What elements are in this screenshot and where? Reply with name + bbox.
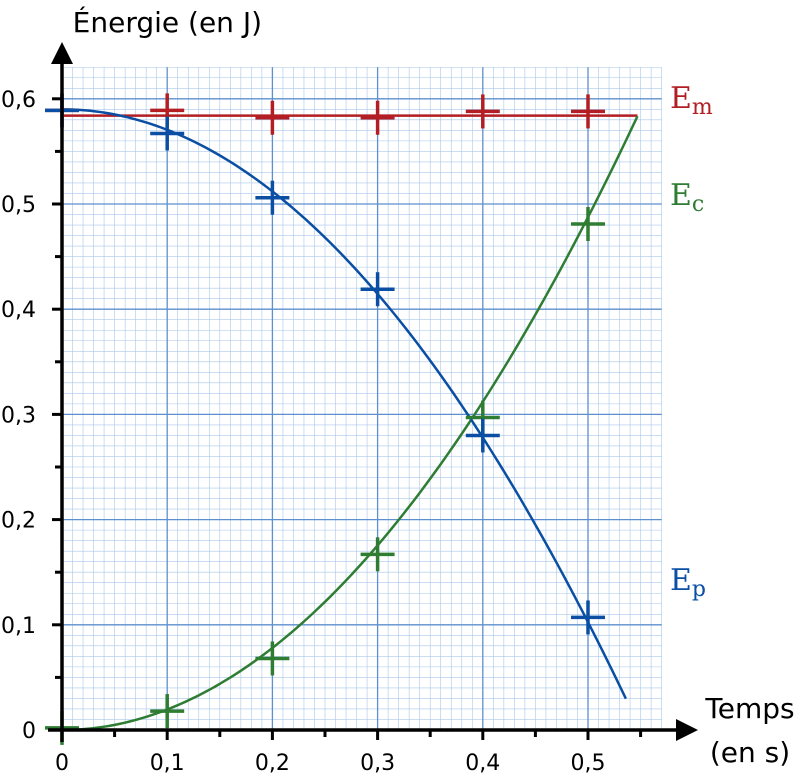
x-axis-title-line2: (en s) [710,736,790,769]
y-tick-label: 0,2 [1,509,36,534]
marker-em [360,100,395,135]
fit-curves [61,108,639,732]
y-tick-label: 0,4 [1,298,36,323]
y-tick-label: 0 [22,719,36,744]
series-label-main: E [670,178,692,213]
fit-curve-ec [61,115,639,732]
minor-grid [62,66,662,730]
y-axis-title: Énergie (en J) [73,5,262,39]
marker-em [571,94,605,129]
x-axis-arrow-icon [676,719,698,741]
y-axis-arrow-icon [51,42,73,64]
fit-curve-ep [61,108,627,700]
series-label-main: E [670,563,692,598]
series-label-em: Em [670,81,713,120]
tick-labels: 0 0,1 0,2 0,3 0,4 0,5 0 0,1 0,2 0,3 0,4 0,5 0,6 [1,88,606,776]
marker-ec [571,206,605,241]
major-grid [61,67,662,731]
marker-em [465,94,500,129]
marker-ep [571,600,605,635]
series-label-sub: m [692,95,713,120]
axes [48,42,698,742]
marker-ep [255,180,290,215]
x-axis-title-line1: Temps [704,692,794,725]
marker-ec [360,537,395,572]
series-label-ep: Ep [670,563,706,602]
x-tick-label: 0,3 [360,751,395,776]
marker-ec [150,694,185,729]
x-tick-label: 0,4 [465,751,500,776]
series-label-sub: c [692,192,704,217]
series-label-ec: Ec [670,178,704,217]
marker-em [255,100,290,135]
marker-ep [465,418,500,453]
marker-ec [255,641,290,676]
x-tick-label: 0,1 [150,751,185,776]
y-tick-label: 0,1 [1,614,36,639]
axis-ticks [52,97,643,740]
marker-ep [360,272,395,307]
x-tick-label: 0 [55,751,69,776]
y-tick-label: 0,3 [1,403,36,428]
y-tick-label: 0,5 [1,193,36,218]
x-tick-label: 0,5 [571,751,606,776]
x-tick-label: 0,2 [255,751,290,776]
marker-ep [150,116,185,151]
series-label-sub: p [692,577,706,602]
y-tick-label: 0,6 [1,88,36,113]
series-label-main: E [670,81,692,116]
